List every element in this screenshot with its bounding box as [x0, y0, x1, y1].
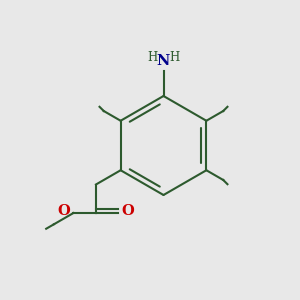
Text: O: O — [122, 204, 134, 218]
Text: N: N — [157, 54, 170, 68]
Text: O: O — [58, 204, 70, 218]
Text: H: H — [170, 51, 180, 64]
Text: H: H — [147, 51, 157, 64]
